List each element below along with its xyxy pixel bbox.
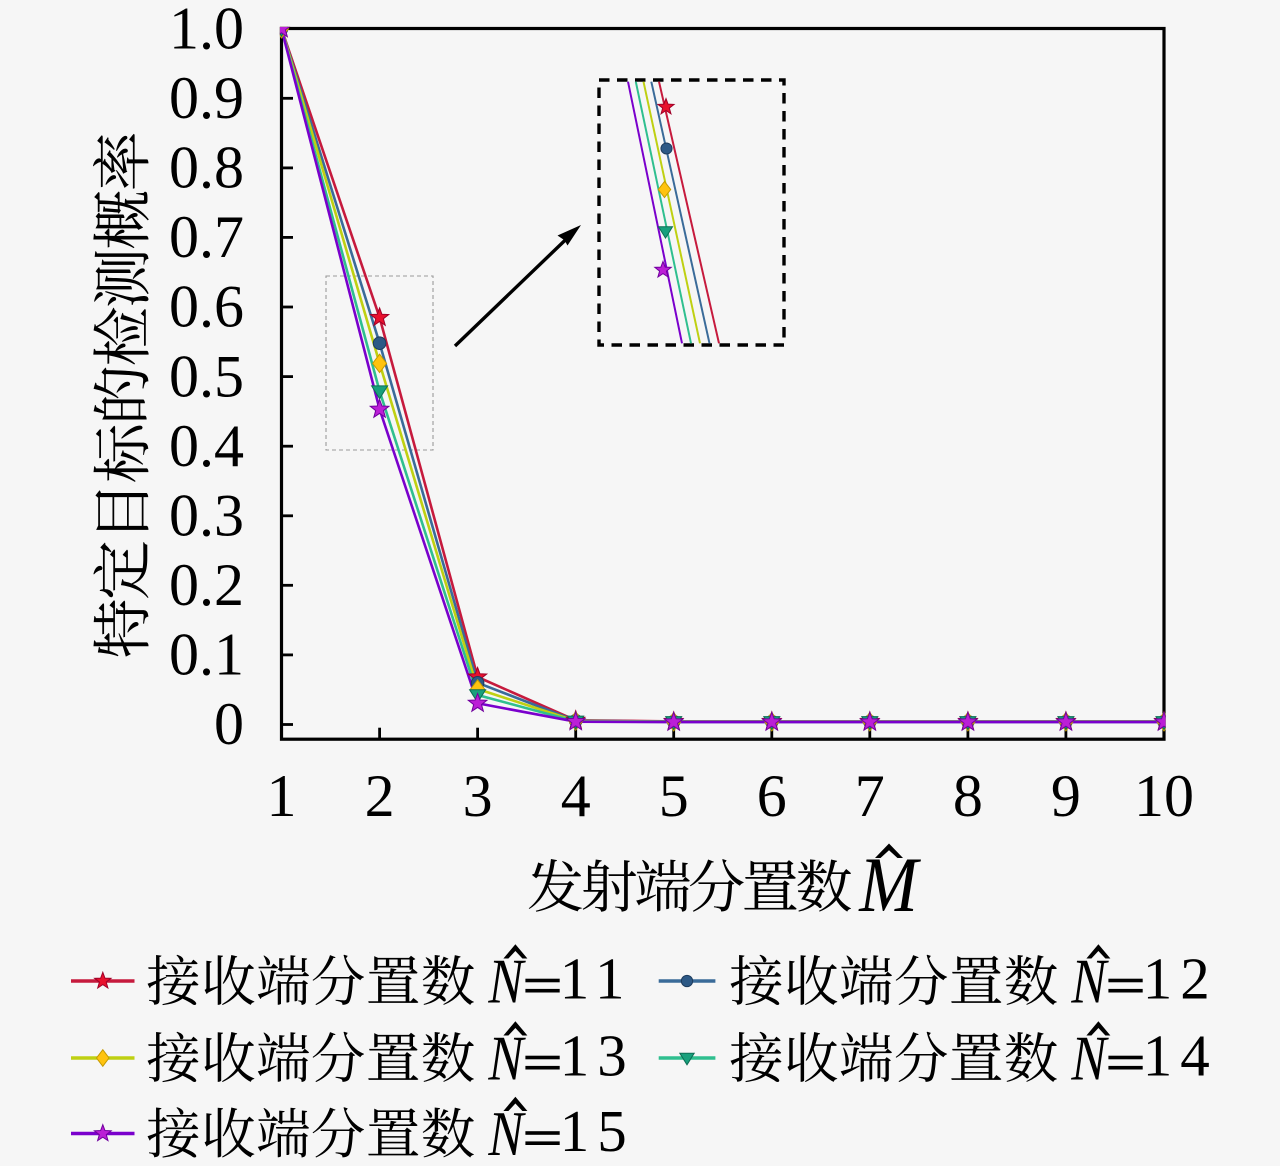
svg-text:0.1: 0.1 (169, 622, 244, 688)
svg-text:0.8: 0.8 (169, 135, 244, 201)
svg-text:0: 0 (214, 691, 244, 757)
svg-text:12: 12 (1143, 946, 1218, 1012)
svg-text:0.7: 0.7 (169, 204, 244, 270)
svg-text:2: 2 (365, 763, 395, 829)
svg-text:0.6: 0.6 (169, 274, 244, 340)
svg-text:6: 6 (757, 763, 787, 829)
svg-text:13: 13 (560, 1023, 635, 1089)
svg-text:1.0: 1.0 (169, 0, 244, 61)
svg-text:0.5: 0.5 (169, 343, 244, 409)
svg-text:7: 7 (855, 763, 885, 829)
svg-text:0.2: 0.2 (169, 552, 244, 618)
svg-text:0.3: 0.3 (169, 483, 244, 549)
svg-text:M: M (858, 843, 921, 929)
svg-text:10: 10 (1134, 763, 1194, 829)
svg-text:14: 14 (1143, 1023, 1218, 1089)
svg-text:9: 9 (1051, 763, 1081, 829)
svg-text:5: 5 (659, 763, 689, 829)
svg-text:4: 4 (561, 763, 591, 829)
svg-text:0.4: 0.4 (169, 413, 244, 479)
svg-text:1: 1 (267, 763, 297, 829)
svg-text:11: 11 (560, 946, 633, 1012)
svg-text:0.9: 0.9 (169, 65, 244, 131)
svg-text:15: 15 (560, 1098, 635, 1164)
svg-text:8: 8 (953, 763, 983, 829)
svg-text:3: 3 (463, 763, 493, 829)
